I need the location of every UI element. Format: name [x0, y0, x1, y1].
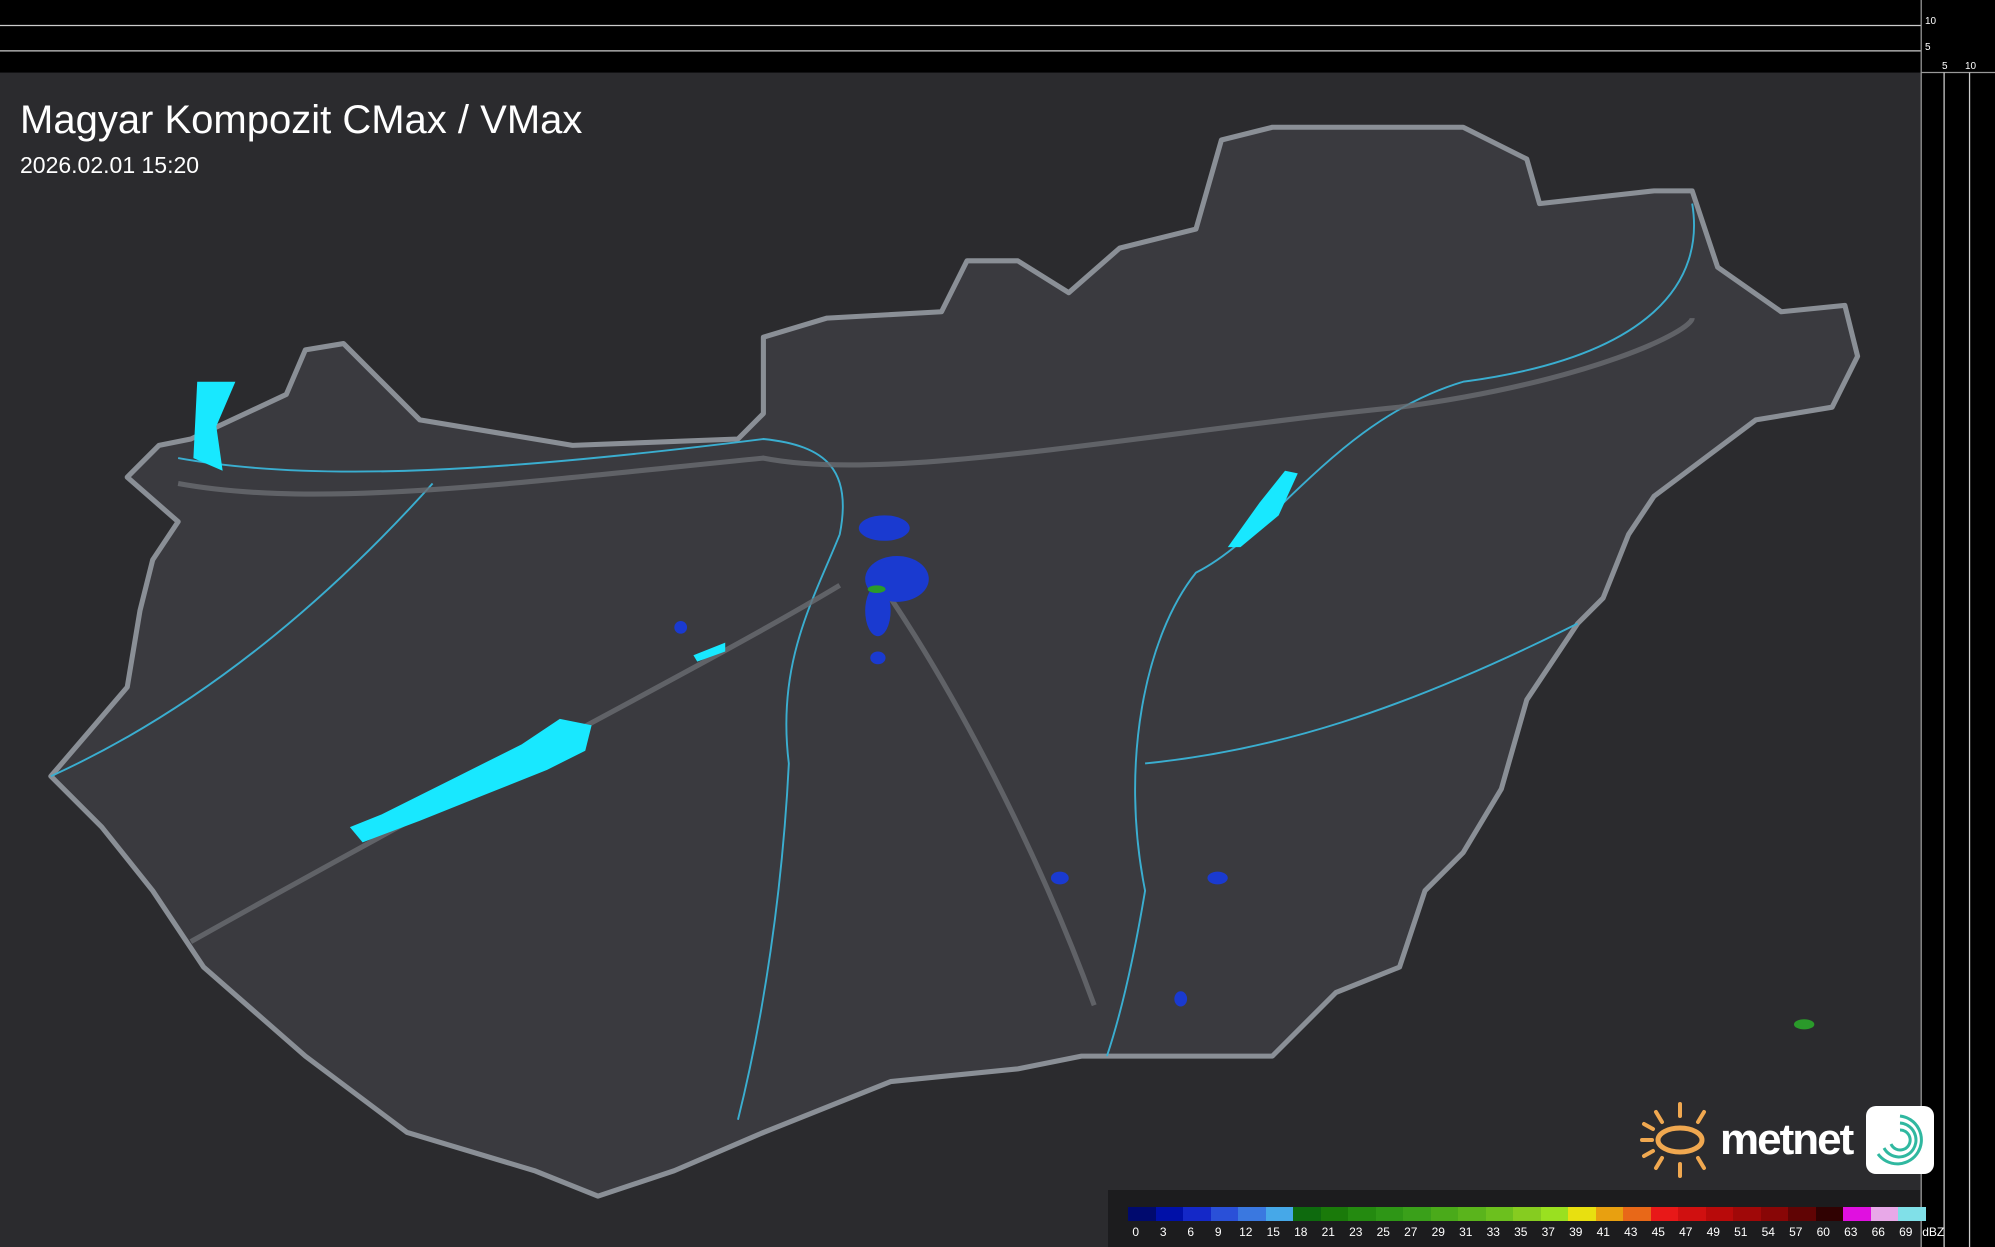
legend-swatch: [1788, 1207, 1816, 1221]
legend-swatch: [1128, 1207, 1156, 1221]
legend-label: 60: [1816, 1225, 1830, 1239]
legend-label: 41: [1596, 1225, 1610, 1239]
radar-echo: [1793, 1019, 1815, 1030]
legend-swatch: [1265, 1207, 1293, 1221]
legend-swatch: [1843, 1207, 1871, 1221]
legend-label: 49: [1706, 1225, 1720, 1239]
legend-label: 43: [1624, 1225, 1638, 1239]
map-timestamp: 2026.02.01 15:20: [20, 152, 200, 178]
legend-label: 33: [1486, 1225, 1500, 1239]
hungary-country: [48, 124, 1861, 1199]
legend-label: 12: [1239, 1225, 1253, 1239]
legend-label: 18: [1294, 1225, 1308, 1239]
radar-echo: [870, 651, 886, 665]
legend-label: 51: [1734, 1225, 1748, 1239]
top-axis-tick: 5: [1925, 42, 1931, 53]
legend-swatch: [1238, 1207, 1266, 1221]
legend-swatch: [1348, 1207, 1376, 1221]
river-koros: [1144, 622, 1579, 765]
legend-swatch: [1540, 1207, 1568, 1221]
right-axis-tick: 10: [1965, 61, 1977, 72]
radar-echo: [1207, 871, 1228, 885]
radar-echo: [867, 585, 886, 593]
river-raba: [50, 482, 434, 778]
legend-swatch: [1568, 1207, 1596, 1221]
legend-swatch: [1705, 1207, 1733, 1221]
lake-velence: [693, 642, 726, 662]
radar-echo: [858, 515, 910, 541]
legend-swatch: [1870, 1207, 1898, 1221]
legend-swatch: [1623, 1207, 1651, 1221]
legend-swatch: [1430, 1207, 1458, 1221]
right-axis-tick: 5: [1942, 61, 1948, 72]
legend-label: 47: [1679, 1225, 1693, 1239]
legend-swatch: [1210, 1207, 1238, 1221]
right-strip: [1921, 0, 1995, 1247]
legend-swatch: [1155, 1207, 1183, 1221]
legend-swatch: [1760, 1207, 1788, 1221]
lake-balaton: [349, 718, 592, 843]
rivers: [50, 203, 1695, 1120]
legend-label: 57: [1789, 1225, 1803, 1239]
sun-icon: [1640, 1102, 1706, 1178]
radar-echoes: [674, 515, 1815, 1030]
legend-label: 37: [1541, 1225, 1555, 1239]
legend-label: 23: [1349, 1225, 1363, 1239]
legend-swatch: [1183, 1207, 1211, 1221]
legend-label: 3: [1159, 1225, 1167, 1239]
legend-swatch: [1320, 1207, 1348, 1221]
legend-label: 29: [1431, 1225, 1445, 1239]
legend-label: 15: [1266, 1225, 1280, 1239]
legend-swatch: [1403, 1207, 1431, 1221]
legend-label: 66: [1871, 1225, 1885, 1239]
legend-label: 69: [1899, 1225, 1913, 1239]
legend-swatch: [1650, 1207, 1678, 1221]
river-tisza: [1106, 203, 1695, 1057]
swirl-icon: [1866, 1106, 1935, 1174]
legend-swatch: [1898, 1207, 1926, 1221]
map-title: Magyar Kompozit CMax / VMax: [20, 98, 583, 142]
legend-label: 63: [1844, 1225, 1858, 1239]
legend-label: 31: [1459, 1225, 1473, 1239]
lake-ferto: [193, 381, 236, 471]
top-axis-tick: 10: [1925, 16, 1937, 27]
legend-label: 45: [1651, 1225, 1665, 1239]
legend-label: 9: [1214, 1225, 1222, 1239]
lakes: [193, 381, 1298, 843]
legend-swatch: [1733, 1207, 1761, 1221]
radar-echo: [1050, 871, 1069, 885]
legend-labels: 0 3 6 9 12 15 18 21 23 25 27 29 31 33 35 37 39 41 43 45 47 49…: [1122, 1225, 1947, 1239]
legend-label: 25: [1376, 1225, 1390, 1239]
legend-label: 0: [1132, 1225, 1140, 1239]
legend-unit: dBZ: [1922, 1225, 1945, 1239]
logo-text: metnet: [1720, 1115, 1854, 1164]
legend-swatch: [1293, 1207, 1321, 1221]
radar-echo: [865, 585, 891, 637]
legend-label: 6: [1187, 1225, 1195, 1239]
top-strip: [0, 0, 1922, 73]
metnet-logo: metnet: [1638, 1100, 1935, 1180]
radar-echo: [674, 620, 688, 634]
river-danube: [177, 438, 844, 1120]
legend-label: 21: [1321, 1225, 1335, 1239]
legend-swatch: [1815, 1207, 1843, 1221]
legend-label: 35: [1514, 1225, 1528, 1239]
legend-swatch: [1513, 1207, 1541, 1221]
legend-label: 54: [1761, 1225, 1775, 1239]
legend-swatches: [1128, 1207, 1926, 1221]
legend-swatch: [1595, 1207, 1623, 1221]
legend-label: 39: [1569, 1225, 1583, 1239]
radar-echo: [1174, 991, 1188, 1007]
dbz-color-legend: 0 3 6 9 12 15 18 21 23 25 27 29 31 33 35 37 39 41 43 45 47 49…: [1108, 1190, 1944, 1247]
legend-swatch: [1375, 1207, 1403, 1221]
legend-swatch: [1678, 1207, 1706, 1221]
legend-swatch: [1485, 1207, 1513, 1221]
legend-label: 27: [1404, 1225, 1418, 1239]
legend-swatch: [1458, 1207, 1486, 1221]
lake-tisza: [1227, 470, 1298, 548]
